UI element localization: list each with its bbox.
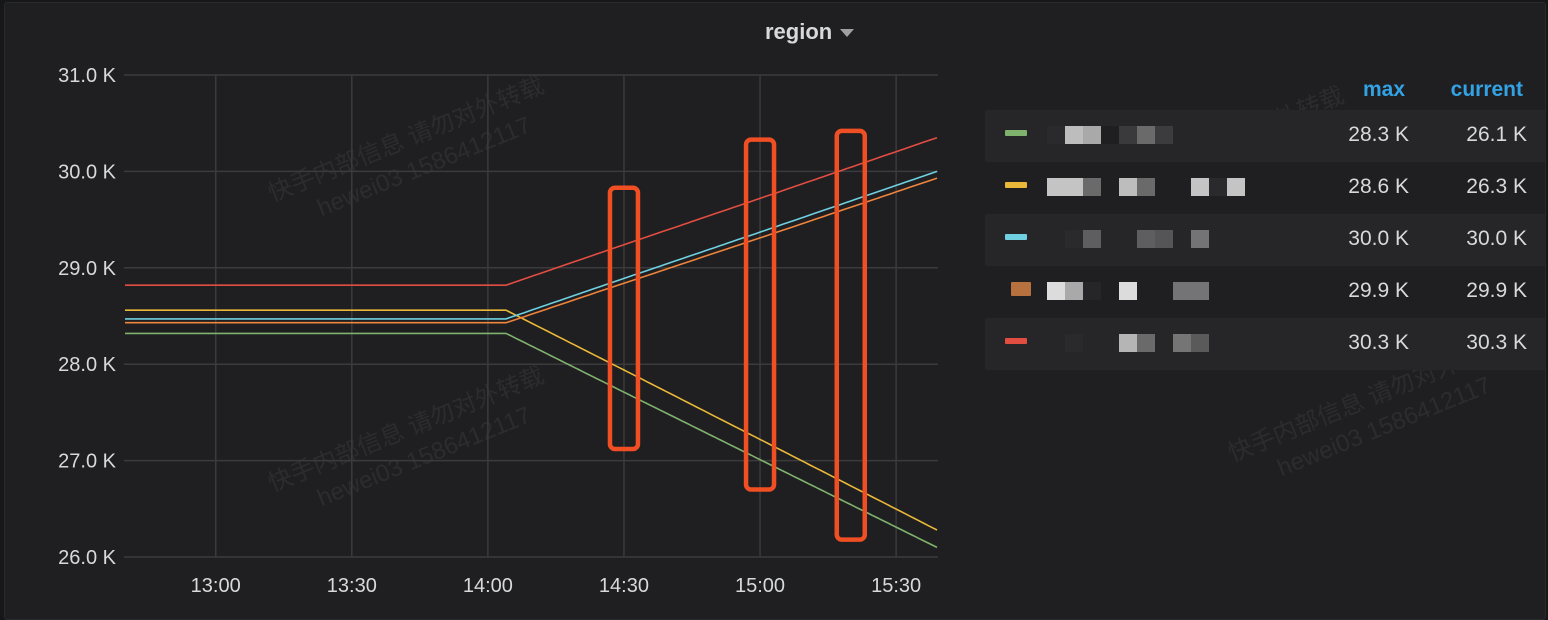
redacted-series-name [1047,126,1173,144]
legend-value-current: 30.0 K [1466,227,1527,250]
x-tick-label: 13:30 [327,575,377,597]
series-line [125,170,938,320]
series-line [125,136,938,287]
series-color-swatch[interactable] [1005,338,1027,344]
x-tick-label: 13:00 [191,575,241,597]
legend-value-current: 30.3 K [1466,331,1527,354]
highlight-box [834,128,868,542]
series-line [125,309,938,531]
x-tick-label: 14:30 [599,575,649,597]
legend-value-max: 28.3 K [1348,123,1409,146]
y-tick-label: 29.0 K [58,258,116,280]
series-line [125,177,938,324]
legend-item[interactable]: 30.3 K 30.3 K [985,318,1545,370]
series-color-swatch[interactable] [1005,182,1027,188]
legend-table: max current 28.3 K 26.1 K 28.6 K 26.3 K 30.0… [985,73,1545,370]
legend-item[interactable]: 29.9 K 29.9 K [985,266,1545,318]
x-tick-label: 14:00 [463,575,513,597]
x-tick-label: 15:00 [735,575,785,597]
y-tick-label: 27.0 K [58,451,116,473]
legend-value-max: 29.9 K [1348,279,1409,302]
series-color-swatch[interactable] [1005,130,1027,136]
redacted-series-name [1047,334,1209,352]
legend-column-current[interactable]: current [1450,78,1523,101]
highlight-box [607,185,641,452]
legend-value-current: 26.1 K [1466,123,1527,146]
legend-column-max[interactable]: max [1362,78,1405,101]
series-line [125,332,938,549]
line-chart: 26.0 K 27.0 K 28.0 K 29.0 K 30.0 K 31.0 K 13:0… [58,65,938,597]
legend-value-current: 26.3 K [1466,175,1527,198]
highlight-box [743,137,777,492]
legend-value-current: 29.9 K [1466,279,1527,302]
series-color-swatch[interactable] [1011,282,1031,296]
redacted-series-name [1047,282,1209,300]
panel-title: region [765,19,833,44]
x-tick-label: 15:30 [871,575,921,597]
caret-down-icon [840,29,855,37]
legend-value-max: 30.0 K [1348,227,1409,250]
redacted-series-name [1047,230,1209,248]
redacted-series-name [1047,178,1245,196]
y-tick-label: 31.0 K [58,65,116,87]
y-tick-label: 28.0 K [58,354,116,376]
legend-item[interactable]: 30.0 K 30.0 K [985,214,1545,266]
legend-value-max: 30.3 K [1348,331,1409,354]
legend-value-max: 28.6 K [1348,175,1409,198]
panel-title-dropdown[interactable]: region [765,19,855,45]
legend-item[interactable]: 28.6 K 26.3 K [985,162,1545,214]
y-tick-label: 26.0 K [58,547,116,569]
legend-header: max current [985,73,1545,110]
graph-panel: 快手内部信息 请勿对外转载 hewei03 1586412117 快手内部信息 请… [4,2,1546,620]
series-color-swatch[interactable] [1005,234,1027,240]
legend-item[interactable]: 28.3 K 26.1 K [985,110,1545,162]
y-tick-label: 30.0 K [58,161,116,183]
